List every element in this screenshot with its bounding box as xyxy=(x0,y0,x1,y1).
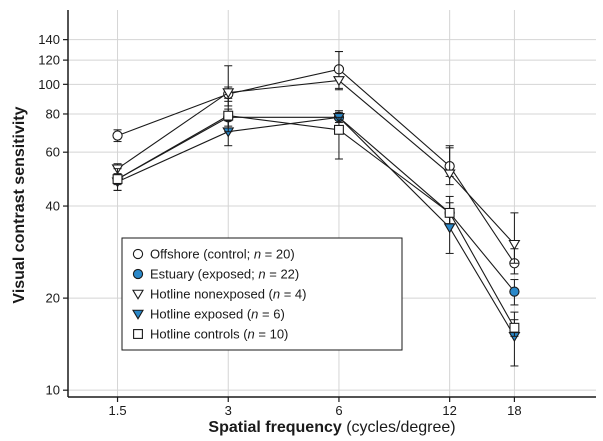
legend-marker xyxy=(132,268,144,280)
legend-label-part: Hotline controls ( xyxy=(150,327,248,342)
data-point xyxy=(509,322,520,333)
legend-label: Hotline nonexposed (n = 4) xyxy=(150,287,306,302)
y-tick-label: 120 xyxy=(38,53,60,68)
y-tick-label: 40 xyxy=(46,199,60,214)
x-axis-title-bold: Spatial frequency xyxy=(208,419,341,436)
y-tick-label: 80 xyxy=(46,106,60,121)
legend-label-part: n xyxy=(251,307,258,322)
data-point xyxy=(332,76,345,87)
x-tick-label: 6 xyxy=(335,403,342,418)
legend-label: Offshore (control; n = 20) xyxy=(150,247,295,262)
legend-label: Estuary (exposed; n = 22) xyxy=(150,267,299,282)
legend-label: Hotline exposed (n = 6) xyxy=(150,307,285,322)
x-tick-label: 18 xyxy=(507,403,521,418)
x-axis-title: Spatial frequency (cycles/degree) xyxy=(208,419,455,436)
y-tick-label: 140 xyxy=(38,32,60,47)
legend-marker xyxy=(133,329,143,339)
data-point xyxy=(112,130,123,141)
data-point xyxy=(444,207,455,218)
legend-label-part: = 20) xyxy=(261,247,295,262)
legend-label-part: Hotline exposed ( xyxy=(150,307,252,322)
legend-items: Offshore (control; n = 20)Estuary (expos… xyxy=(132,247,306,342)
x-tick-label: 3 xyxy=(225,403,232,418)
series-3 xyxy=(111,51,521,264)
legend-marker xyxy=(132,248,144,260)
legend-label-part: = 10) xyxy=(255,327,289,342)
legend-label-part: = 22) xyxy=(266,267,300,282)
x-tick-label: 1.5 xyxy=(108,403,126,418)
legend-label: Hotline controls (n = 10) xyxy=(150,327,288,342)
legend: Offshore (control; n = 20)Estuary (expos… xyxy=(121,237,403,351)
axis-ticks: 10 20 40 60 80 100 120 140 1.5 3 6 12 18 xyxy=(38,32,521,418)
series-group xyxy=(111,51,521,367)
data-point xyxy=(508,239,521,251)
legend-box xyxy=(121,237,403,351)
legend-label-part: Estuary (exposed; xyxy=(150,267,258,282)
legend-label-part: n xyxy=(273,287,280,302)
y-tick-label: 60 xyxy=(46,145,60,160)
data-point xyxy=(443,223,456,234)
legend-label-part: n xyxy=(258,267,265,282)
legend-marker xyxy=(132,309,144,320)
y-tick-label: 100 xyxy=(38,77,60,92)
y-axis-title: Visual contrast sensitivity xyxy=(11,106,28,303)
y-tick-label: 10 xyxy=(46,383,60,398)
legend-label-part: = 4) xyxy=(280,287,306,302)
legend-label-part: n xyxy=(248,327,255,342)
data-point xyxy=(443,169,456,180)
legend-label-part: Hotline nonexposed ( xyxy=(150,287,274,302)
data-point xyxy=(112,174,123,185)
data-point xyxy=(222,88,235,99)
x-tick-label: 12 xyxy=(442,403,456,418)
series-line xyxy=(117,68,515,264)
legend-label-part: n xyxy=(254,247,261,262)
legend-label-part: Offshore (control; xyxy=(150,247,254,262)
data-point xyxy=(509,286,520,297)
series-5 xyxy=(112,97,520,337)
legend-label-part: = 6) xyxy=(258,307,284,322)
y-tick-label: 20 xyxy=(46,291,60,306)
x-axis-title-unit: (cycles/degree) xyxy=(342,419,456,436)
legend-marker xyxy=(132,289,144,300)
data-point xyxy=(333,124,344,135)
data-point xyxy=(223,110,234,121)
